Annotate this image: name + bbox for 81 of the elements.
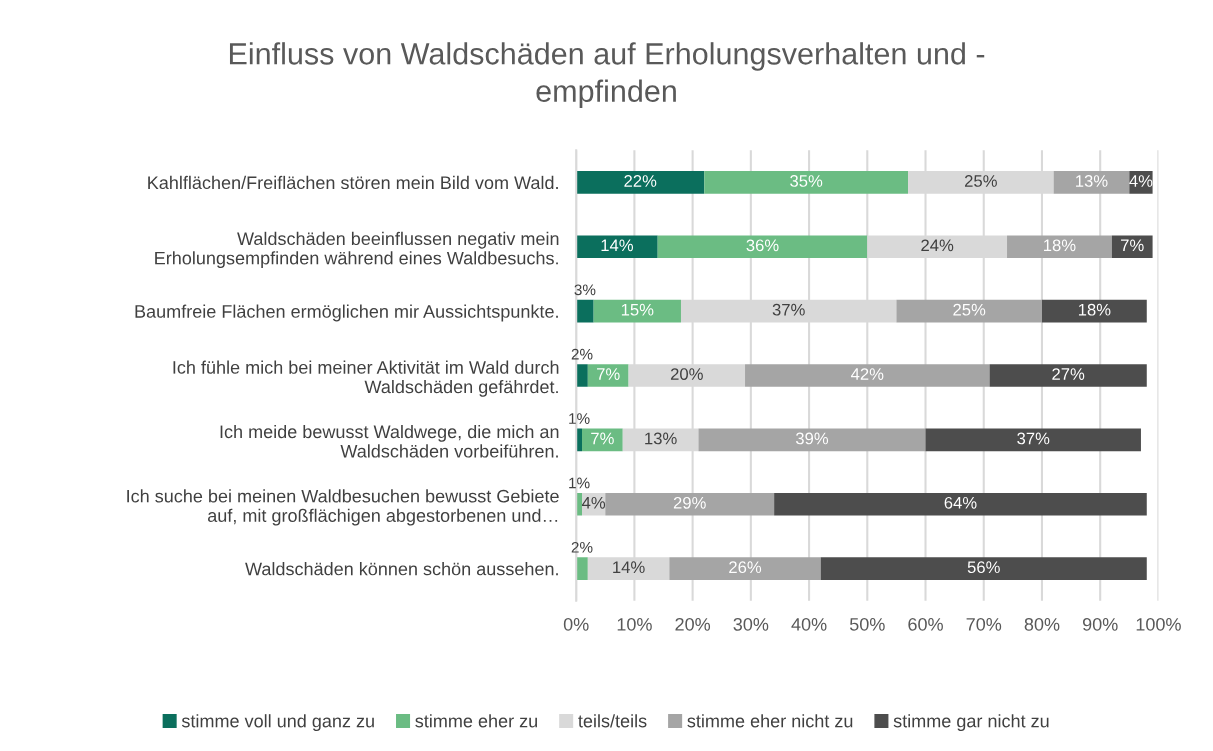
data-label: 20% — [670, 368, 703, 380]
bar — [774, 492, 1147, 516]
x-tick-label: 90% — [1082, 617, 1118, 631]
data-label: 26% — [729, 561, 762, 574]
bar — [698, 428, 926, 452]
bar — [605, 492, 775, 516]
bar — [669, 557, 821, 580]
data-label: 7% — [1121, 239, 1144, 252]
data-label: 42% — [851, 368, 884, 380]
data-label: 22% — [624, 175, 657, 187]
data-label: 37% — [772, 303, 805, 316]
bar — [1129, 171, 1153, 194]
y-tick-label: Ich fühle mich bei meiner Aktivität im Wald durch Waldschäden gefährdet. — [173, 360, 559, 397]
y-tick-label: Ich suche bei meinen Waldbesuchen bewusst Gebiete auf, mit großflächigen abgestorbenen und… — [127, 489, 559, 526]
bar — [745, 364, 990, 387]
bar — [593, 299, 681, 323]
bar — [657, 235, 868, 259]
y-tick-label: Baumfreie Flächen ermöglichen mir Aussichtspunkte. — [135, 304, 558, 322]
data-label: 13% — [645, 432, 677, 445]
bar — [576, 557, 588, 580]
bar — [576, 299, 594, 323]
x-tick-label: 10% — [617, 617, 652, 631]
legend-label: stimme voll und ganz zu — [181, 714, 374, 731]
data-label: 2% — [571, 541, 593, 553]
data-label: 7% — [597, 368, 620, 380]
data-label: 56% — [967, 561, 1000, 574]
data-label: 24% — [921, 239, 954, 252]
legend-label: stimme eher zu — [415, 714, 537, 728]
data-label: 64% — [944, 496, 977, 509]
bar — [820, 557, 1147, 580]
data-label: 3% — [574, 284, 596, 296]
data-label: 4% — [581, 496, 606, 509]
y-tick-label: Ich meide bewusst Waldwege, die mich an Waldschäden vorbeiführen. — [220, 424, 559, 458]
data-label: 2% — [571, 348, 593, 360]
bar — [576, 171, 705, 194]
bar — [925, 428, 1141, 452]
data-label: 18% — [1044, 239, 1076, 252]
x-tick-label: 40% — [791, 617, 827, 631]
bar — [1053, 171, 1130, 194]
bar — [576, 235, 658, 259]
x-tick-label: 100% — [1136, 617, 1181, 631]
data-label: 27% — [1052, 368, 1085, 380]
x-tick-label: 60% — [908, 617, 943, 631]
data-label: 4% — [1129, 175, 1153, 187]
bar — [1007, 235, 1112, 259]
data-label: 39% — [795, 432, 829, 445]
data-label: 35% — [790, 175, 823, 187]
x-tick-label: 30% — [733, 617, 769, 631]
legend-label: stimme eher nicht zu — [687, 714, 853, 728]
bar — [582, 428, 623, 452]
bar — [587, 364, 629, 387]
data-label: 1% — [569, 413, 590, 424]
data-label: 36% — [746, 239, 779, 252]
data-label: 29% — [673, 496, 706, 509]
data-label: 14% — [601, 239, 634, 252]
data-label: 18% — [1078, 303, 1111, 316]
data-label: 15% — [621, 303, 654, 316]
data-label: 37% — [1017, 432, 1050, 445]
bar — [704, 171, 909, 194]
legend-label: stimme gar nicht zu — [893, 714, 1049, 731]
bar — [989, 364, 1147, 387]
legend-label: teils/teils — [578, 714, 647, 728]
bar — [1111, 235, 1153, 259]
x-tick-label: 70% — [966, 617, 1002, 631]
data-label: 13% — [1076, 175, 1108, 187]
x-tick-label: 20% — [675, 617, 711, 631]
bar — [576, 364, 588, 387]
chart-title: Einfluss von Waldschäden auf Erholungsverhalten und - empfinden — [229, 42, 985, 109]
data-label: 7% — [591, 432, 614, 445]
y-tick-label: Waldschäden beeinflussen negativ mein Erholungsempfinden während eines Waldbesuchs. — [155, 231, 559, 269]
data-label: 25% — [964, 175, 997, 187]
x-tick-label: 80% — [1024, 617, 1060, 631]
x-tick-label: 0% — [563, 617, 589, 631]
x-tick-label: 50% — [849, 617, 885, 631]
y-tick-label: Kahlflächen/Freiflächen stören mein Bild vom Wald. — [148, 175, 558, 190]
y-tick-label: Waldschäden können schön aussehen. — [245, 562, 558, 576]
data-label: 14% — [613, 561, 645, 574]
bar — [896, 299, 1042, 323]
bar — [1041, 299, 1147, 323]
data-label: 25% — [953, 303, 986, 316]
data-label: 1% — [569, 477, 590, 489]
